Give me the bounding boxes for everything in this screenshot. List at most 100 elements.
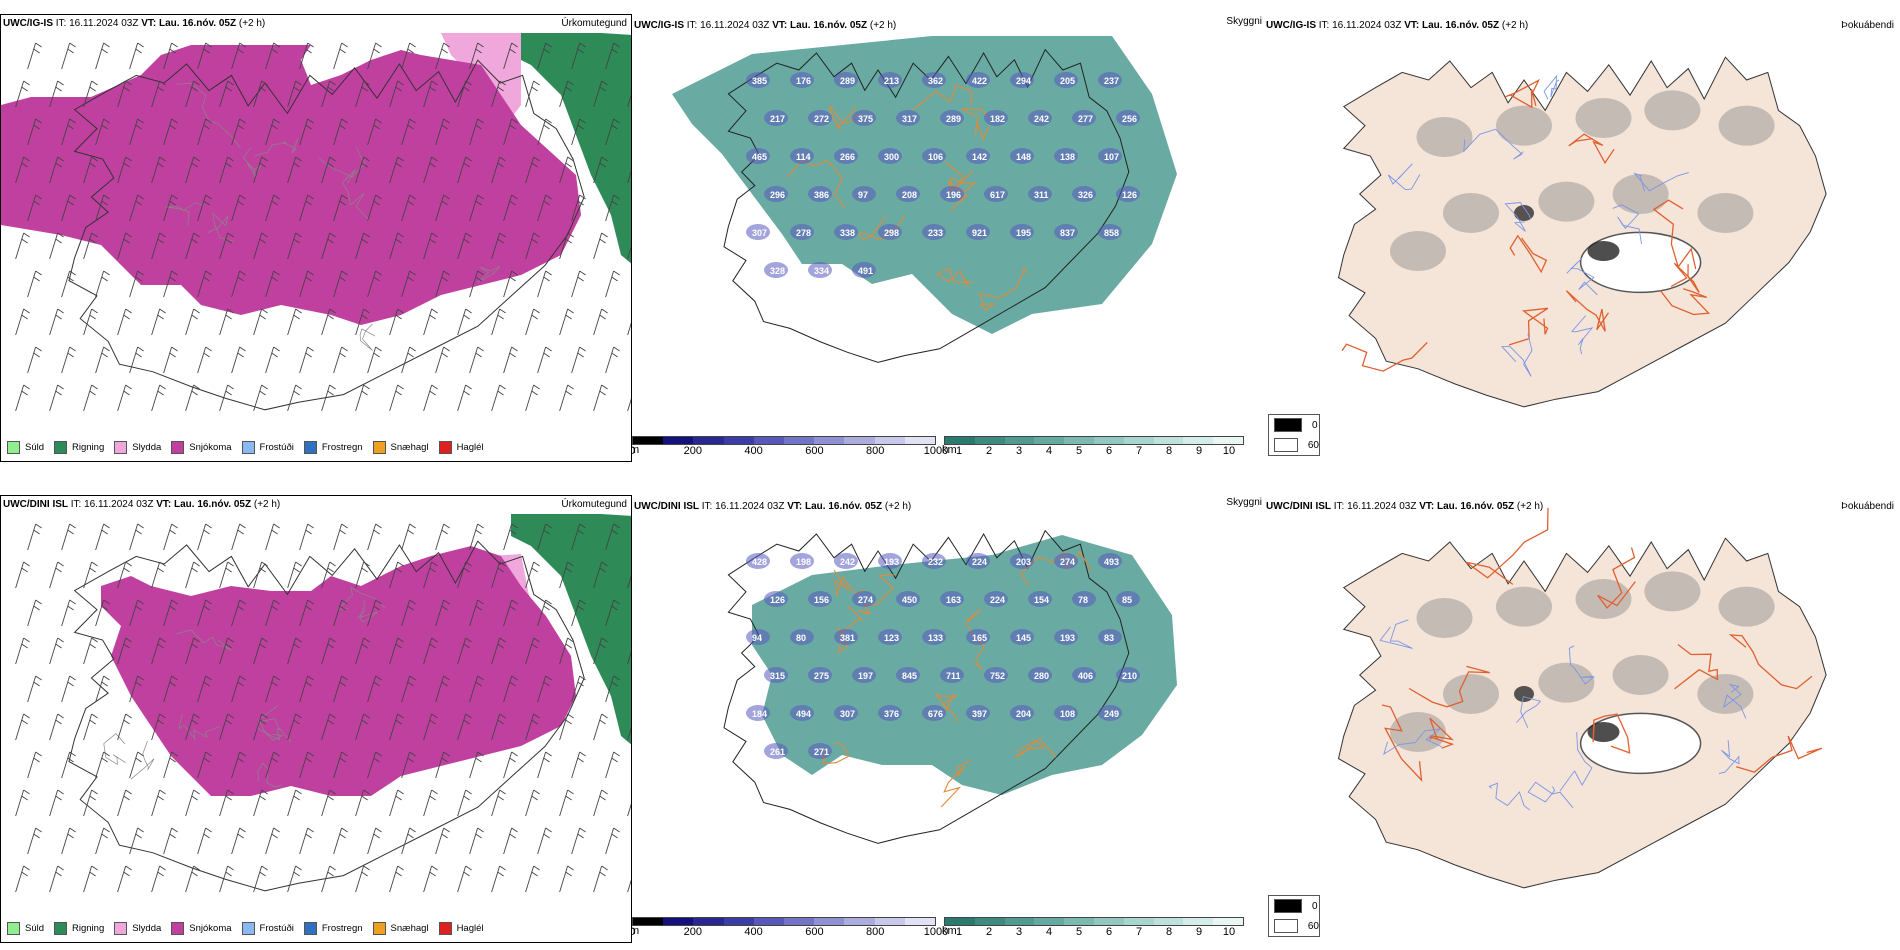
visibility-label: 184	[752, 709, 767, 719]
visibility-label: 107	[1104, 152, 1119, 162]
visibility-type-title-row1: Skyggni	[1226, 16, 1262, 27]
colorbar-tick: 4	[1045, 926, 1053, 938]
colorbar-tick: 200	[683, 445, 702, 457]
low-visibility-patch	[1098, 72, 1122, 88]
visibility-label: 397	[972, 709, 987, 719]
legend-item-slydda: Slydda	[114, 441, 161, 454]
low-visibility-patch	[966, 72, 990, 88]
visibility-label: 163	[946, 595, 961, 605]
rain-area	[511, 33, 631, 264]
low-visibility-patch	[922, 148, 946, 164]
legend-item-hagel: Haglél	[438, 922, 484, 935]
precip-title-row1: UWC/IG-IS IT: 16.11.2024 03Z VT: Lau. 16…	[3, 18, 266, 29]
colorbar-tick: 600	[805, 926, 824, 938]
low-visibility-patch	[790, 148, 814, 164]
low-visibility-patch	[834, 629, 858, 645]
low-visibility-patch	[790, 705, 814, 721]
visibility-label: 196	[946, 190, 961, 200]
visibility-label: 858	[1104, 228, 1119, 238]
low-visibility-patch	[852, 667, 876, 683]
visibility-label: 83	[1104, 633, 1114, 643]
visibility-label: 300	[884, 152, 899, 162]
colorbar-tick: 2	[985, 445, 993, 457]
visibility-label: 208	[902, 190, 917, 200]
low-visibility-patch	[878, 553, 902, 569]
visibility-panel-row1: 385 176 289 213 362 422 294 205 237 217 272 375 317 2…	[632, 14, 1262, 462]
low-visibility-patch	[852, 262, 876, 278]
visibility-label: 752	[990, 671, 1005, 681]
visibility-label: 80	[796, 633, 806, 643]
visibility-label: 317	[902, 114, 917, 124]
precip-panel-row2: UWC/DINI ISL IT: 16.11.2024 03Z VT: Lau.…	[0, 495, 632, 943]
fog-dark-patch	[1514, 205, 1534, 221]
low-visibility-patch	[984, 667, 1008, 683]
visibility-label: 106	[928, 152, 943, 162]
low-visibility-patch	[896, 667, 920, 683]
colorbar-tick: 7	[1135, 445, 1143, 457]
colorbar-tick: 1	[955, 445, 963, 457]
visibility-label: 375	[858, 114, 873, 124]
fog-map-row2	[1337, 507, 1827, 889]
visibility-label: 289	[946, 114, 961, 124]
road-lines	[1381, 507, 1823, 782]
low-visibility-patch	[764, 591, 788, 607]
coastline	[68, 59, 585, 411]
precip-type-title-row2: Úrkomutegund	[561, 499, 627, 510]
fog-dark-patch	[1587, 241, 1620, 261]
visibility-label: 326	[1078, 190, 1093, 200]
visibility-label: 182	[990, 114, 1005, 124]
visibility-label: 97	[858, 190, 868, 200]
low-visibility-patch	[852, 186, 876, 202]
visibility-label: 385	[752, 76, 767, 86]
visibility-label: 298	[884, 228, 899, 238]
low-visibility-patch	[834, 553, 858, 569]
legend-item-snaehagl: Snæhagl	[372, 441, 429, 454]
visibility-label: 422	[972, 76, 987, 86]
wind-barbs	[15, 42, 631, 412]
land-area	[1337, 537, 1827, 889]
colorbar-tick: 800	[866, 445, 885, 457]
visibility-label: 428	[752, 557, 767, 567]
low-visibility-patch	[1054, 148, 1078, 164]
snow-area	[101, 546, 576, 796]
legend-item-snjokoma: Snjókoma	[171, 922, 232, 935]
low-visibility-patch	[808, 591, 832, 607]
visibility-map-row2: 428 198 242 193 232 224 203 274 493 126 156 274 450 1…	[723, 529, 1177, 844]
visibility-label: 845	[902, 671, 917, 681]
altitude-unit: m	[632, 925, 640, 937]
precip-title-row2: UWC/DINI ISL IT: 16.11.2024 03Z VT: Lau.…	[3, 499, 281, 510]
visibility-label: 210	[1122, 671, 1137, 681]
low-visibility-patch	[1116, 186, 1140, 202]
low-visibility-patch	[878, 72, 902, 88]
visibility-label: 108	[1060, 709, 1075, 719]
low-visibility-patch	[940, 591, 964, 607]
low-visibility-patch	[1072, 591, 1096, 607]
visibility-type-title-row2: Skyggni	[1226, 497, 1262, 508]
low-visibility-patch	[764, 186, 788, 202]
visibility-label: 198	[796, 557, 811, 567]
altitude-colorbar-row1: 0 200 400 600 800 1000 m	[632, 436, 948, 459]
low-visibility-patch	[834, 148, 858, 164]
low-visibility-patch	[922, 553, 946, 569]
low-visibility-patch	[896, 110, 920, 126]
glacier	[1579, 231, 1702, 294]
visibility-panel-row2: 428 198 242 193 232 224 203 274 493 126 156 274 450 1…	[632, 495, 1262, 943]
low-visibility-patch	[790, 72, 814, 88]
visibility-label: 145	[1016, 633, 1031, 643]
visibility-label: 205	[1060, 76, 1075, 86]
low-visibility-patch	[1116, 591, 1140, 607]
coastline	[68, 540, 585, 892]
altitude-unit: m	[632, 444, 640, 456]
colorbar-tick: 0	[632, 445, 635, 457]
visibility-label: 261	[770, 747, 785, 757]
visibility-label: 123	[884, 633, 899, 643]
low-visibility-patch	[834, 224, 858, 240]
precip-legend-row2: Súld Rigning Slydda Snjókoma Frostúði Fr…	[7, 922, 494, 935]
visibility-label: 165	[972, 633, 987, 643]
colorbar-tick: 3	[1015, 926, 1023, 938]
visibility-label: 217	[770, 114, 785, 124]
colorbar-tick: 3	[1015, 445, 1023, 457]
low-visibility-patch	[1010, 72, 1034, 88]
fog-legend-row1: 0 60	[1268, 414, 1320, 456]
fog-dark-patch	[1587, 722, 1620, 742]
